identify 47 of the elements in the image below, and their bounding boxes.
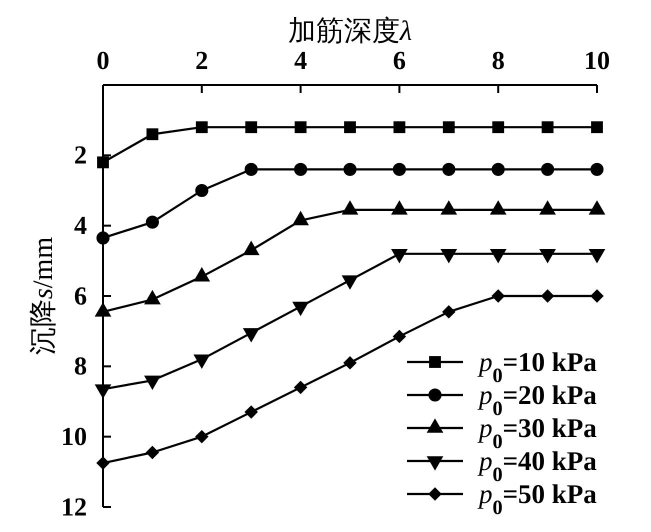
x-tick-label: 8 bbox=[492, 46, 505, 75]
point bbox=[146, 446, 160, 460]
point bbox=[244, 405, 258, 419]
y-tick-label: 6 bbox=[74, 281, 87, 310]
point bbox=[195, 430, 209, 444]
point bbox=[392, 330, 406, 344]
y-tick-label: 4 bbox=[74, 210, 87, 240]
point bbox=[294, 162, 308, 176]
point bbox=[294, 380, 308, 394]
point bbox=[97, 156, 109, 168]
point bbox=[590, 162, 604, 176]
point bbox=[195, 184, 208, 198]
point bbox=[540, 289, 554, 303]
x-tick-label: 4 bbox=[294, 46, 308, 75]
point bbox=[392, 162, 406, 176]
point bbox=[294, 121, 307, 134]
x-tick-label: 10 bbox=[584, 46, 610, 75]
point bbox=[541, 162, 554, 176]
point bbox=[196, 121, 208, 134]
point bbox=[146, 216, 159, 229]
point bbox=[96, 456, 110, 470]
point bbox=[343, 356, 357, 370]
y-tick-label: 10 bbox=[61, 422, 87, 451]
point bbox=[492, 121, 504, 134]
point bbox=[591, 121, 603, 134]
y-tick-label: 8 bbox=[74, 352, 87, 381]
point bbox=[442, 305, 456, 319]
y-axis-title: 沉降s/mm bbox=[28, 236, 59, 356]
point bbox=[96, 231, 110, 245]
x-axis-title: 加筋深度λ bbox=[288, 16, 412, 47]
point bbox=[343, 162, 357, 176]
point bbox=[146, 128, 158, 140]
x-tick-label: 6 bbox=[392, 46, 406, 75]
point bbox=[491, 289, 505, 303]
point bbox=[393, 121, 406, 134]
y-tick-label: 12 bbox=[61, 492, 87, 522]
point bbox=[542, 121, 554, 134]
point bbox=[590, 289, 604, 303]
y-tick-label: 2 bbox=[74, 140, 87, 170]
point bbox=[245, 121, 258, 134]
point bbox=[442, 121, 455, 134]
point bbox=[244, 162, 258, 176]
x-tick-label: 0 bbox=[96, 46, 110, 75]
x-tick-label: 2 bbox=[195, 46, 208, 75]
point bbox=[492, 162, 505, 176]
point bbox=[344, 121, 356, 134]
point bbox=[442, 162, 456, 176]
